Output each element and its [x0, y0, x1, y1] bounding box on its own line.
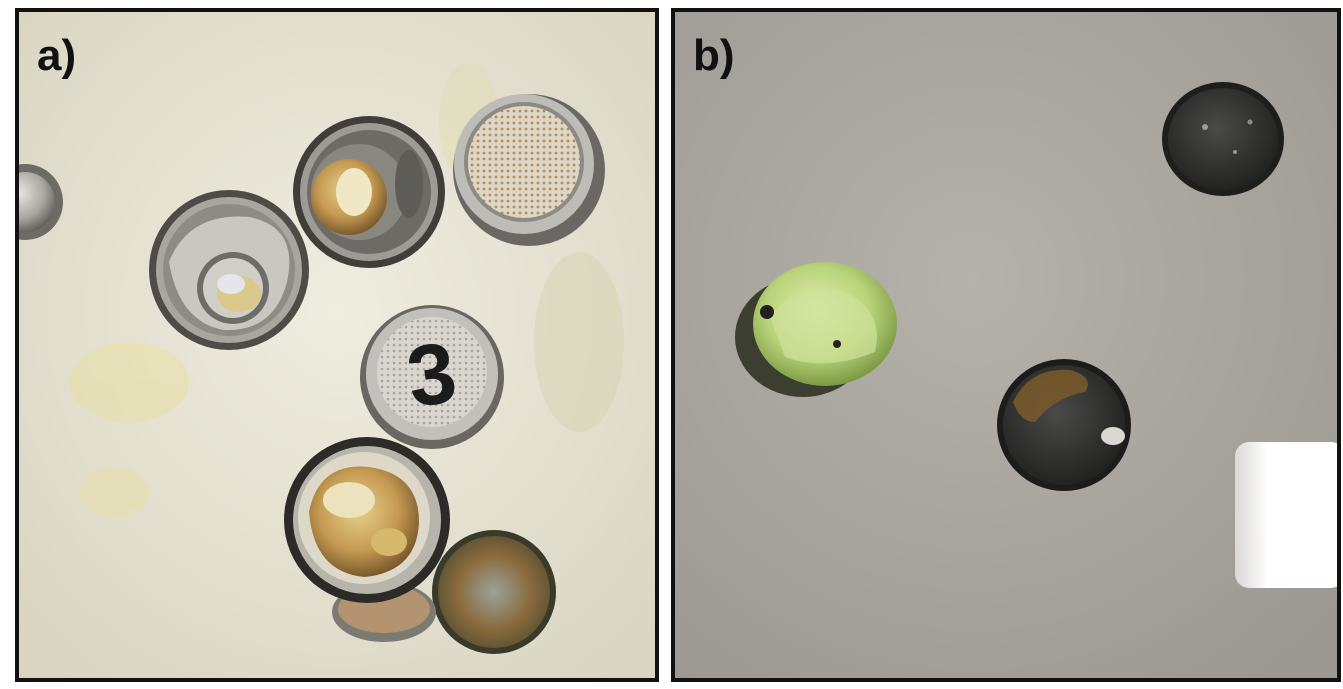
opened-coin-cell-case	[149, 190, 309, 350]
panel-b: b)	[671, 8, 1341, 682]
light-glare	[1235, 442, 1337, 588]
panel-b-label: b)	[693, 31, 735, 80]
panel-a-label: a)	[37, 31, 76, 80]
stainless-spacer-disk	[453, 94, 605, 246]
panel-b-photo: b)	[675, 12, 1337, 678]
dark-electrode-disk	[1162, 82, 1284, 196]
partial-cell-case	[19, 164, 63, 240]
green-electrode-disk	[735, 262, 897, 397]
rusted-electrode-disk	[997, 359, 1131, 491]
panel-a: 3 a)	[15, 8, 659, 682]
cell-cap-marked: 3	[360, 305, 504, 449]
panel-a-photo: 3 a)	[19, 12, 655, 678]
corroded-cell-lid	[284, 437, 450, 603]
corroded-cell-case	[293, 116, 445, 268]
yellow-stains	[69, 62, 624, 517]
